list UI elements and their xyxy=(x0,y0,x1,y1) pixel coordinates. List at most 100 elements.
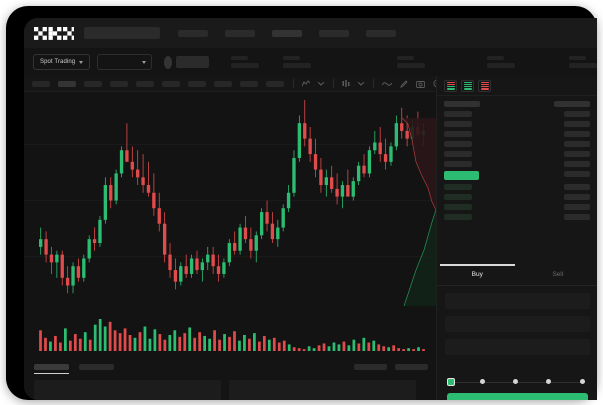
stat-0 xyxy=(231,56,259,68)
nav-item-2[interactable] xyxy=(272,29,302,37)
stat-value xyxy=(283,63,311,68)
header-nav xyxy=(178,29,396,37)
stat-label xyxy=(283,56,300,60)
order-total-field[interactable] xyxy=(445,339,590,355)
ask-price xyxy=(444,131,472,137)
timeframe-1[interactable] xyxy=(58,80,76,87)
ask-size xyxy=(564,121,590,127)
trade-form xyxy=(437,286,597,355)
orderbook-ask-row[interactable] xyxy=(437,121,597,127)
timeframe-7[interactable] xyxy=(214,80,232,87)
stat-label xyxy=(569,56,586,60)
orders-actions xyxy=(354,364,428,370)
orderbook-ask-row[interactable] xyxy=(437,151,597,157)
orderbook-asks-icon[interactable] xyxy=(478,79,491,92)
timeframe-6[interactable] xyxy=(188,80,206,87)
orderbook-ask-row[interactable] xyxy=(437,161,597,167)
stat-label xyxy=(487,56,504,60)
chevron-down-icon[interactable] xyxy=(358,81,364,86)
chevron-down-icon[interactable] xyxy=(318,81,324,86)
timeframe-8[interactable] xyxy=(240,80,258,87)
orders-action-1[interactable] xyxy=(395,364,428,370)
bid-size xyxy=(564,204,590,210)
ask-size xyxy=(564,161,590,167)
device-screen: Spot Trading xyxy=(24,18,597,400)
chevron-down-icon xyxy=(79,60,84,64)
timeframe-0[interactable] xyxy=(32,80,50,87)
ask-price xyxy=(444,141,472,147)
orderbook-bid-row[interactable] xyxy=(437,214,597,220)
okx-logo-icon[interactable] xyxy=(34,26,74,40)
slider-handle[interactable] xyxy=(447,378,455,386)
nav-item-1[interactable] xyxy=(225,29,255,37)
tab-buy[interactable]: Buy xyxy=(437,264,518,285)
orderbook-body xyxy=(437,96,597,220)
nav-item-0[interactable] xyxy=(178,29,208,37)
stat-1 xyxy=(283,56,311,68)
indicators-icon[interactable] xyxy=(342,80,350,87)
orderbook-bids-icon[interactable] xyxy=(461,79,474,92)
order-amount-field[interactable] xyxy=(445,316,590,332)
ask-price xyxy=(444,151,472,157)
trendline-icon[interactable] xyxy=(382,81,392,87)
orderbook-ask-row[interactable] xyxy=(437,131,597,137)
orderbook-bid-row[interactable] xyxy=(437,194,597,200)
timeframe-4[interactable] xyxy=(136,80,154,87)
ask-size xyxy=(564,151,590,157)
orderbook-both-icon[interactable] xyxy=(444,79,457,92)
order-price-field[interactable] xyxy=(445,293,590,309)
stat-2 xyxy=(397,56,425,68)
tab-order-history[interactable] xyxy=(79,364,114,370)
line-chart-icon[interactable] xyxy=(302,80,310,87)
active-tab-underline xyxy=(34,373,69,374)
stat-label xyxy=(397,56,414,60)
orderbook-ask-row[interactable] xyxy=(437,111,597,117)
amount-percent-slider[interactable] xyxy=(447,378,588,388)
pair-select[interactable] xyxy=(97,54,152,70)
nav-item-3[interactable] xyxy=(319,29,349,37)
bid-price xyxy=(444,214,472,220)
orderbook-last-price xyxy=(444,171,479,180)
tab-open-orders[interactable] xyxy=(34,364,69,370)
last-price xyxy=(176,56,209,68)
trading-mode-dropdown[interactable]: Spot Trading xyxy=(33,54,91,70)
pencil-icon[interactable] xyxy=(400,79,408,88)
submit-buy-button[interactable] xyxy=(447,393,588,400)
search-input[interactable] xyxy=(84,27,160,39)
orderbook-bid-row[interactable] xyxy=(437,184,597,190)
timeframe-9[interactable] xyxy=(266,80,284,87)
orders-panel xyxy=(24,359,436,400)
ask-size xyxy=(564,111,590,117)
timeframe-3[interactable] xyxy=(110,80,128,87)
toolbar-divider xyxy=(373,79,374,88)
orderbook-mid-size xyxy=(564,171,590,177)
orderbook-bid-row[interactable] xyxy=(437,204,597,210)
toolbar-divider xyxy=(333,79,334,88)
right-column: Buy Sell xyxy=(436,76,597,400)
tab-sell[interactable]: Sell xyxy=(552,271,564,278)
bid-price xyxy=(444,204,472,210)
orders-panel-left xyxy=(34,380,221,400)
bid-size xyxy=(564,184,590,190)
orders-action-0[interactable] xyxy=(354,364,387,370)
orderbook-header xyxy=(437,76,597,96)
ask-size xyxy=(564,131,590,137)
orderbook-ask-row[interactable] xyxy=(437,141,597,147)
device-frame: Spot Trading xyxy=(6,6,597,400)
pair-avatar-icon xyxy=(163,55,173,69)
trading-mode-label: Spot Trading xyxy=(40,59,76,65)
ticker-stats xyxy=(231,56,597,68)
nav-item-4[interactable] xyxy=(366,29,396,37)
ask-price xyxy=(444,121,472,127)
ask-price xyxy=(444,111,472,117)
candlestick-chart[interactable] xyxy=(24,92,436,307)
chevron-down-icon xyxy=(141,60,146,64)
camera-icon[interactable] xyxy=(416,80,425,88)
timeframe-2[interactable] xyxy=(84,80,102,87)
stat-value xyxy=(487,63,515,68)
timeframe-5[interactable] xyxy=(162,80,180,87)
column-header-price xyxy=(444,101,480,107)
toolbar-divider xyxy=(293,79,294,88)
stat-value xyxy=(397,63,425,68)
